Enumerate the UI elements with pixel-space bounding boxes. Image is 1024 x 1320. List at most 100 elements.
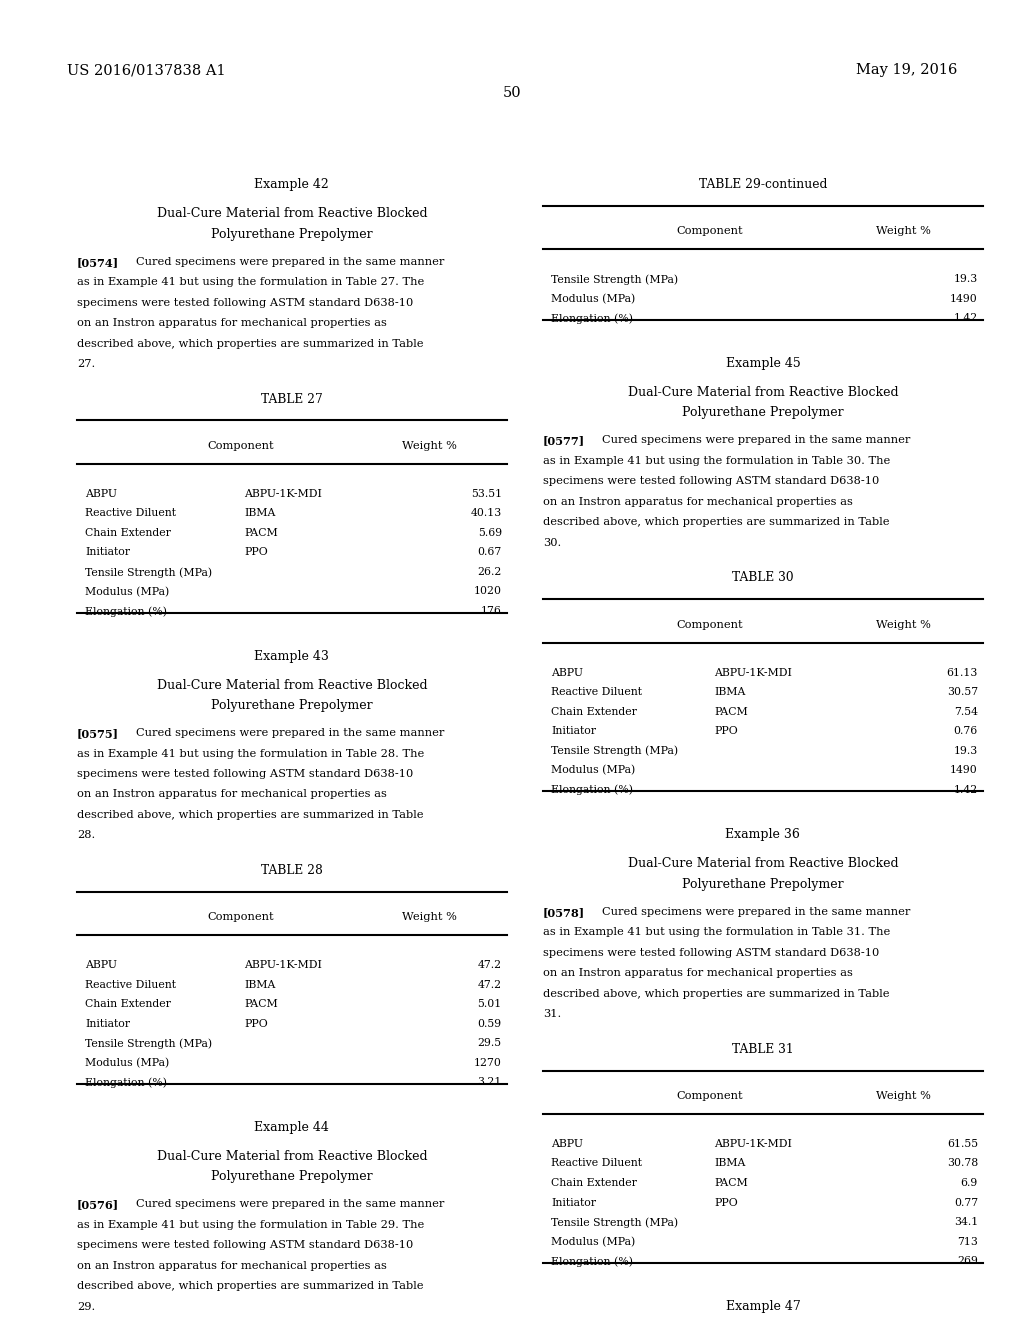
Text: Component: Component: [677, 226, 743, 236]
Text: US 2016/0137838 A1: US 2016/0137838 A1: [67, 63, 225, 78]
Text: ABPU-1K-MDI: ABPU-1K-MDI: [245, 960, 323, 970]
Text: Elongation (%): Elongation (%): [85, 606, 167, 616]
Text: specimens were tested following ASTM standard D638-10: specimens were tested following ASTM sta…: [77, 770, 413, 779]
Text: PACM: PACM: [245, 999, 279, 1010]
Text: Cured specimens were prepared in the same manner: Cured specimens were prepared in the sam…: [136, 729, 444, 738]
Text: Initiator: Initiator: [551, 1197, 596, 1208]
Text: Elongation (%): Elongation (%): [551, 313, 633, 323]
Text: Modulus (MPa): Modulus (MPa): [551, 1237, 635, 1247]
Text: Chain Extender: Chain Extender: [85, 528, 171, 537]
Text: Tensile Strength (MPa): Tensile Strength (MPa): [551, 275, 678, 285]
Text: 26.2: 26.2: [477, 566, 502, 577]
Text: 1490: 1490: [950, 294, 978, 304]
Text: 5.01: 5.01: [477, 999, 502, 1010]
Text: specimens were tested following ASTM standard D638-10: specimens were tested following ASTM sta…: [543, 477, 879, 486]
Text: 269: 269: [957, 1257, 978, 1266]
Text: IBMA: IBMA: [715, 1159, 745, 1168]
Text: 29.: 29.: [77, 1302, 95, 1312]
Text: [0577]: [0577]: [543, 436, 585, 446]
Text: Dual-Cure Material from Reactive Blocked: Dual-Cure Material from Reactive Blocked: [628, 385, 898, 399]
Text: Component: Component: [207, 441, 273, 451]
Text: Polyurethane Prepolymer: Polyurethane Prepolymer: [211, 227, 373, 240]
Text: described above, which properties are summarized in Table: described above, which properties are su…: [543, 989, 889, 999]
Text: Cured specimens were prepared in the same manner: Cured specimens were prepared in the sam…: [602, 907, 910, 917]
Text: Initiator: Initiator: [85, 1019, 130, 1028]
Text: Elongation (%): Elongation (%): [85, 1077, 167, 1088]
Text: 30.78: 30.78: [946, 1159, 978, 1168]
Text: [0574]: [0574]: [77, 256, 119, 268]
Text: 1490: 1490: [950, 766, 978, 775]
Text: Tensile Strength (MPa): Tensile Strength (MPa): [85, 566, 212, 578]
Text: 34.1: 34.1: [953, 1217, 978, 1228]
Text: on an Instron apparatus for mechanical properties as: on an Instron apparatus for mechanical p…: [543, 968, 853, 978]
Text: Elongation (%): Elongation (%): [551, 784, 633, 796]
Text: on an Instron apparatus for mechanical properties as: on an Instron apparatus for mechanical p…: [77, 318, 387, 329]
Text: specimens were tested following ASTM standard D638-10: specimens were tested following ASTM sta…: [543, 948, 879, 958]
Text: Dual-Cure Material from Reactive Blocked: Dual-Cure Material from Reactive Blocked: [157, 207, 427, 220]
Text: 0.76: 0.76: [953, 726, 978, 737]
Text: Modulus (MPa): Modulus (MPa): [551, 766, 635, 776]
Text: Dual-Cure Material from Reactive Blocked: Dual-Cure Material from Reactive Blocked: [157, 678, 427, 692]
Text: as in Example 41 but using the formulation in Table 30. The: as in Example 41 but using the formulati…: [543, 455, 890, 466]
Text: 31.: 31.: [543, 1008, 561, 1019]
Text: Tensile Strength (MPa): Tensile Strength (MPa): [551, 746, 678, 756]
Text: TABLE 31: TABLE 31: [732, 1043, 794, 1056]
Text: PACM: PACM: [715, 1177, 749, 1188]
Text: 0.67: 0.67: [477, 548, 502, 557]
Text: Elongation (%): Elongation (%): [551, 1257, 633, 1267]
Text: Polyurethane Prepolymer: Polyurethane Prepolymer: [211, 700, 373, 711]
Text: 0.77: 0.77: [953, 1197, 978, 1208]
Text: IBMA: IBMA: [715, 686, 745, 697]
Text: Reactive Diluent: Reactive Diluent: [85, 979, 176, 990]
Text: Polyurethane Prepolymer: Polyurethane Prepolymer: [682, 878, 844, 891]
Text: 40.13: 40.13: [470, 508, 502, 519]
Text: Modulus (MPa): Modulus (MPa): [551, 294, 635, 304]
Text: Reactive Diluent: Reactive Diluent: [551, 1159, 642, 1168]
Text: TABLE 27: TABLE 27: [261, 392, 323, 405]
Text: ABPU: ABPU: [85, 488, 117, 499]
Text: 3.21: 3.21: [477, 1077, 502, 1088]
Text: 19.3: 19.3: [953, 275, 978, 284]
Text: 1020: 1020: [474, 586, 502, 597]
Text: specimens were tested following ASTM standard D638-10: specimens were tested following ASTM sta…: [77, 1241, 413, 1250]
Text: Example 47: Example 47: [726, 1300, 800, 1312]
Text: on an Instron apparatus for mechanical properties as: on an Instron apparatus for mechanical p…: [77, 789, 387, 800]
Text: described above, which properties are summarized in Table: described above, which properties are su…: [77, 338, 423, 348]
Text: Weight %: Weight %: [877, 619, 931, 630]
Text: Modulus (MPa): Modulus (MPa): [85, 586, 169, 597]
Text: 1.42: 1.42: [953, 784, 978, 795]
Text: 50: 50: [503, 86, 521, 100]
Text: described above, which properties are summarized in Table: described above, which properties are su…: [77, 1282, 423, 1291]
Text: 5.69: 5.69: [477, 528, 502, 537]
Text: 176: 176: [481, 606, 502, 616]
Text: 7.54: 7.54: [954, 706, 978, 717]
Text: Chain Extender: Chain Extender: [551, 706, 637, 717]
Text: 61.55: 61.55: [947, 1139, 978, 1148]
Text: Initiator: Initiator: [551, 726, 596, 737]
Text: Polyurethane Prepolymer: Polyurethane Prepolymer: [682, 407, 844, 420]
Text: 53.51: 53.51: [471, 488, 502, 499]
Text: ABPU-1K-MDI: ABPU-1K-MDI: [245, 488, 323, 499]
Text: 28.: 28.: [77, 830, 95, 841]
Text: 61.13: 61.13: [946, 668, 978, 677]
Text: 1270: 1270: [474, 1057, 502, 1068]
Text: Chain Extender: Chain Extender: [551, 1177, 637, 1188]
Text: Tensile Strength (MPa): Tensile Strength (MPa): [85, 1039, 212, 1049]
Text: 713: 713: [957, 1237, 978, 1246]
Text: Example 43: Example 43: [254, 649, 330, 663]
Text: as in Example 41 but using the formulation in Table 31. The: as in Example 41 but using the formulati…: [543, 927, 890, 937]
Text: Example 45: Example 45: [726, 356, 800, 370]
Text: Reactive Diluent: Reactive Diluent: [551, 686, 642, 697]
Text: Cured specimens were prepared in the same manner: Cured specimens were prepared in the sam…: [136, 1200, 444, 1209]
Text: Weight %: Weight %: [877, 1090, 931, 1101]
Text: TABLE 29-continued: TABLE 29-continued: [698, 178, 827, 191]
Text: ABPU: ABPU: [85, 960, 117, 970]
Text: on an Instron apparatus for mechanical properties as: on an Instron apparatus for mechanical p…: [543, 496, 853, 507]
Text: Dual-Cure Material from Reactive Blocked: Dual-Cure Material from Reactive Blocked: [628, 857, 898, 870]
Text: Example 42: Example 42: [255, 178, 329, 191]
Text: Component: Component: [677, 619, 743, 630]
Text: Initiator: Initiator: [85, 548, 130, 557]
Text: Example 36: Example 36: [725, 828, 801, 841]
Text: Weight %: Weight %: [402, 441, 457, 451]
Text: on an Instron apparatus for mechanical properties as: on an Instron apparatus for mechanical p…: [77, 1261, 387, 1271]
